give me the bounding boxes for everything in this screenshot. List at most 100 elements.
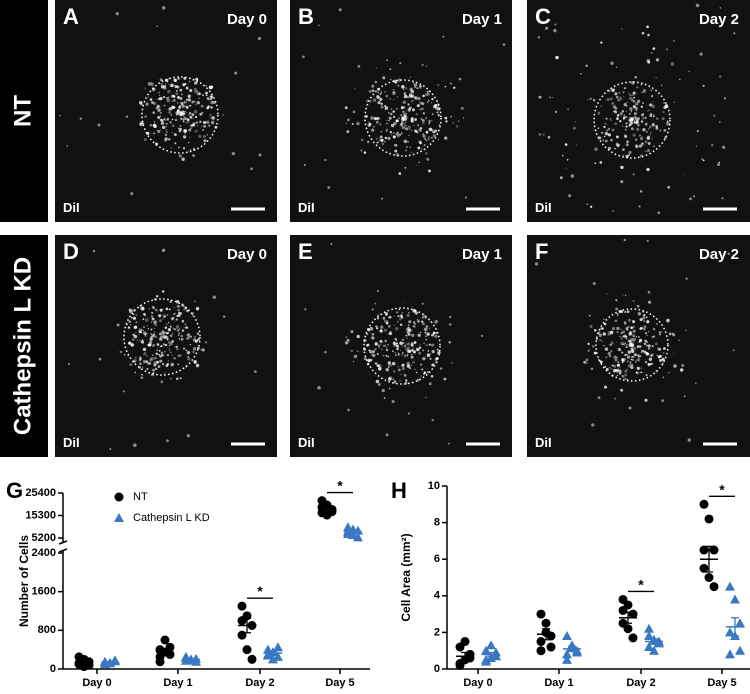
cell: [132, 308, 136, 312]
cell: [723, 97, 726, 100]
y-axis-label: Number of Cells: [17, 535, 31, 627]
cell: [633, 330, 635, 333]
cell: [404, 121, 407, 123]
cell: [453, 86, 456, 89]
cell: [401, 110, 404, 113]
debris: [568, 194, 572, 198]
cell: [430, 375, 434, 378]
cell: [147, 362, 151, 365]
cell: [140, 307, 144, 311]
cell: [406, 355, 409, 357]
cell: [633, 115, 637, 119]
point: [735, 618, 745, 628]
cell: [383, 140, 387, 143]
cell: [164, 137, 168, 141]
cell: [393, 315, 396, 318]
cell: [386, 347, 388, 349]
cell: [406, 353, 409, 356]
cell: [393, 341, 395, 343]
cell: [380, 105, 384, 109]
cell: [629, 342, 632, 345]
cell: [634, 360, 637, 363]
cell: [616, 114, 620, 117]
cell: [201, 111, 204, 114]
cell: [393, 98, 395, 101]
cell: [193, 347, 197, 351]
cell: [182, 118, 185, 121]
cell: [163, 335, 165, 337]
cell: [400, 316, 404, 319]
cell: [397, 78, 402, 82]
cell: [421, 322, 425, 326]
cell: [395, 132, 400, 136]
cell: [392, 135, 396, 139]
cell: [416, 347, 420, 352]
cell: [403, 373, 407, 377]
cell: [542, 133, 545, 136]
cell: [170, 147, 172, 149]
cell: [616, 341, 618, 343]
cell: [119, 350, 123, 354]
cell: [402, 363, 405, 366]
cell: [405, 127, 409, 131]
cell: [200, 125, 203, 128]
cell: [388, 315, 392, 319]
cell: [158, 349, 161, 352]
cell: [177, 308, 180, 312]
cell: [173, 103, 175, 105]
cell: [368, 121, 370, 124]
cell: [187, 357, 191, 361]
cell: [385, 313, 388, 316]
cell: [165, 122, 168, 125]
cell: [356, 334, 360, 339]
debris: [480, 334, 484, 338]
cell: [160, 121, 165, 126]
cell: [206, 106, 210, 110]
debris: [156, 25, 158, 28]
cell: [656, 354, 658, 357]
cell: [633, 335, 635, 337]
cell: [650, 354, 653, 357]
cell: [620, 343, 622, 345]
cell: [605, 117, 608, 120]
cell: [688, 70, 690, 73]
x-tick-label: Day 5: [707, 677, 736, 689]
point: [491, 651, 501, 661]
cell: [628, 364, 632, 368]
cell: [406, 342, 410, 346]
cell: [128, 320, 131, 323]
cell: [160, 85, 165, 89]
cell: [171, 118, 174, 121]
cell: [623, 344, 626, 346]
debris: [661, 399, 664, 403]
cell: [346, 338, 350, 342]
cell: [133, 358, 137, 363]
cell: [168, 111, 171, 114]
point: [699, 545, 709, 555]
cell: [140, 376, 144, 380]
cell: [622, 91, 625, 93]
cell: [614, 319, 618, 323]
cell: [162, 95, 166, 99]
point: [649, 645, 659, 655]
cell: [198, 97, 200, 100]
cell: [411, 307, 413, 309]
cell: [174, 328, 177, 331]
cell: [143, 312, 146, 316]
cell: [390, 78, 392, 81]
cell: [156, 104, 160, 108]
cell: [403, 344, 407, 348]
cell: [379, 329, 383, 333]
cell: [128, 341, 132, 345]
debris: [66, 145, 69, 147]
cell: [202, 94, 204, 97]
cell: [171, 354, 173, 356]
cell: [625, 377, 627, 380]
cell: [193, 360, 197, 364]
cell: [431, 97, 434, 101]
cell: [630, 358, 633, 361]
x-tick-label: Day 0: [82, 677, 111, 689]
cell: [379, 97, 383, 102]
cell: [656, 323, 658, 325]
point: [268, 654, 278, 664]
